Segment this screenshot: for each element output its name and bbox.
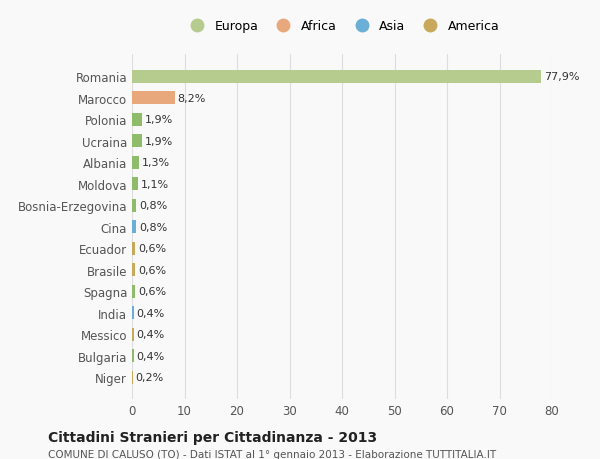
Text: 8,2%: 8,2% <box>178 94 206 104</box>
Bar <box>132 371 133 384</box>
Bar <box>132 199 136 212</box>
Bar <box>132 242 135 255</box>
Text: 0,4%: 0,4% <box>137 351 165 361</box>
Text: 0,2%: 0,2% <box>136 372 164 382</box>
Text: 0,6%: 0,6% <box>138 286 166 297</box>
Text: 0,4%: 0,4% <box>137 308 165 318</box>
Text: COMUNE DI CALUSO (TO) - Dati ISTAT al 1° gennaio 2013 - Elaborazione TUTTITALIA.: COMUNE DI CALUSO (TO) - Dati ISTAT al 1°… <box>48 449 496 459</box>
Bar <box>132 113 142 127</box>
Text: 1,3%: 1,3% <box>142 158 170 168</box>
Bar <box>132 157 139 169</box>
Bar <box>132 221 136 234</box>
Bar <box>132 349 134 362</box>
Bar <box>132 71 541 84</box>
Bar <box>132 285 135 298</box>
Text: 0,6%: 0,6% <box>138 265 166 275</box>
Bar <box>132 328 134 341</box>
Bar <box>132 178 138 191</box>
Text: 0,4%: 0,4% <box>137 330 165 339</box>
Bar <box>132 307 134 319</box>
Bar <box>132 135 142 148</box>
Bar <box>132 263 135 276</box>
Text: 0,8%: 0,8% <box>139 222 167 232</box>
Legend: Europa, Africa, Asia, America: Europa, Africa, Asia, America <box>181 17 503 37</box>
Text: 1,1%: 1,1% <box>140 179 169 189</box>
Bar <box>132 92 175 105</box>
Text: Cittadini Stranieri per Cittadinanza - 2013: Cittadini Stranieri per Cittadinanza - 2… <box>48 430 377 444</box>
Text: 0,8%: 0,8% <box>139 201 167 211</box>
Text: 1,9%: 1,9% <box>145 115 173 125</box>
Text: 77,9%: 77,9% <box>544 72 579 82</box>
Text: 0,6%: 0,6% <box>138 244 166 254</box>
Text: 1,9%: 1,9% <box>145 136 173 146</box>
